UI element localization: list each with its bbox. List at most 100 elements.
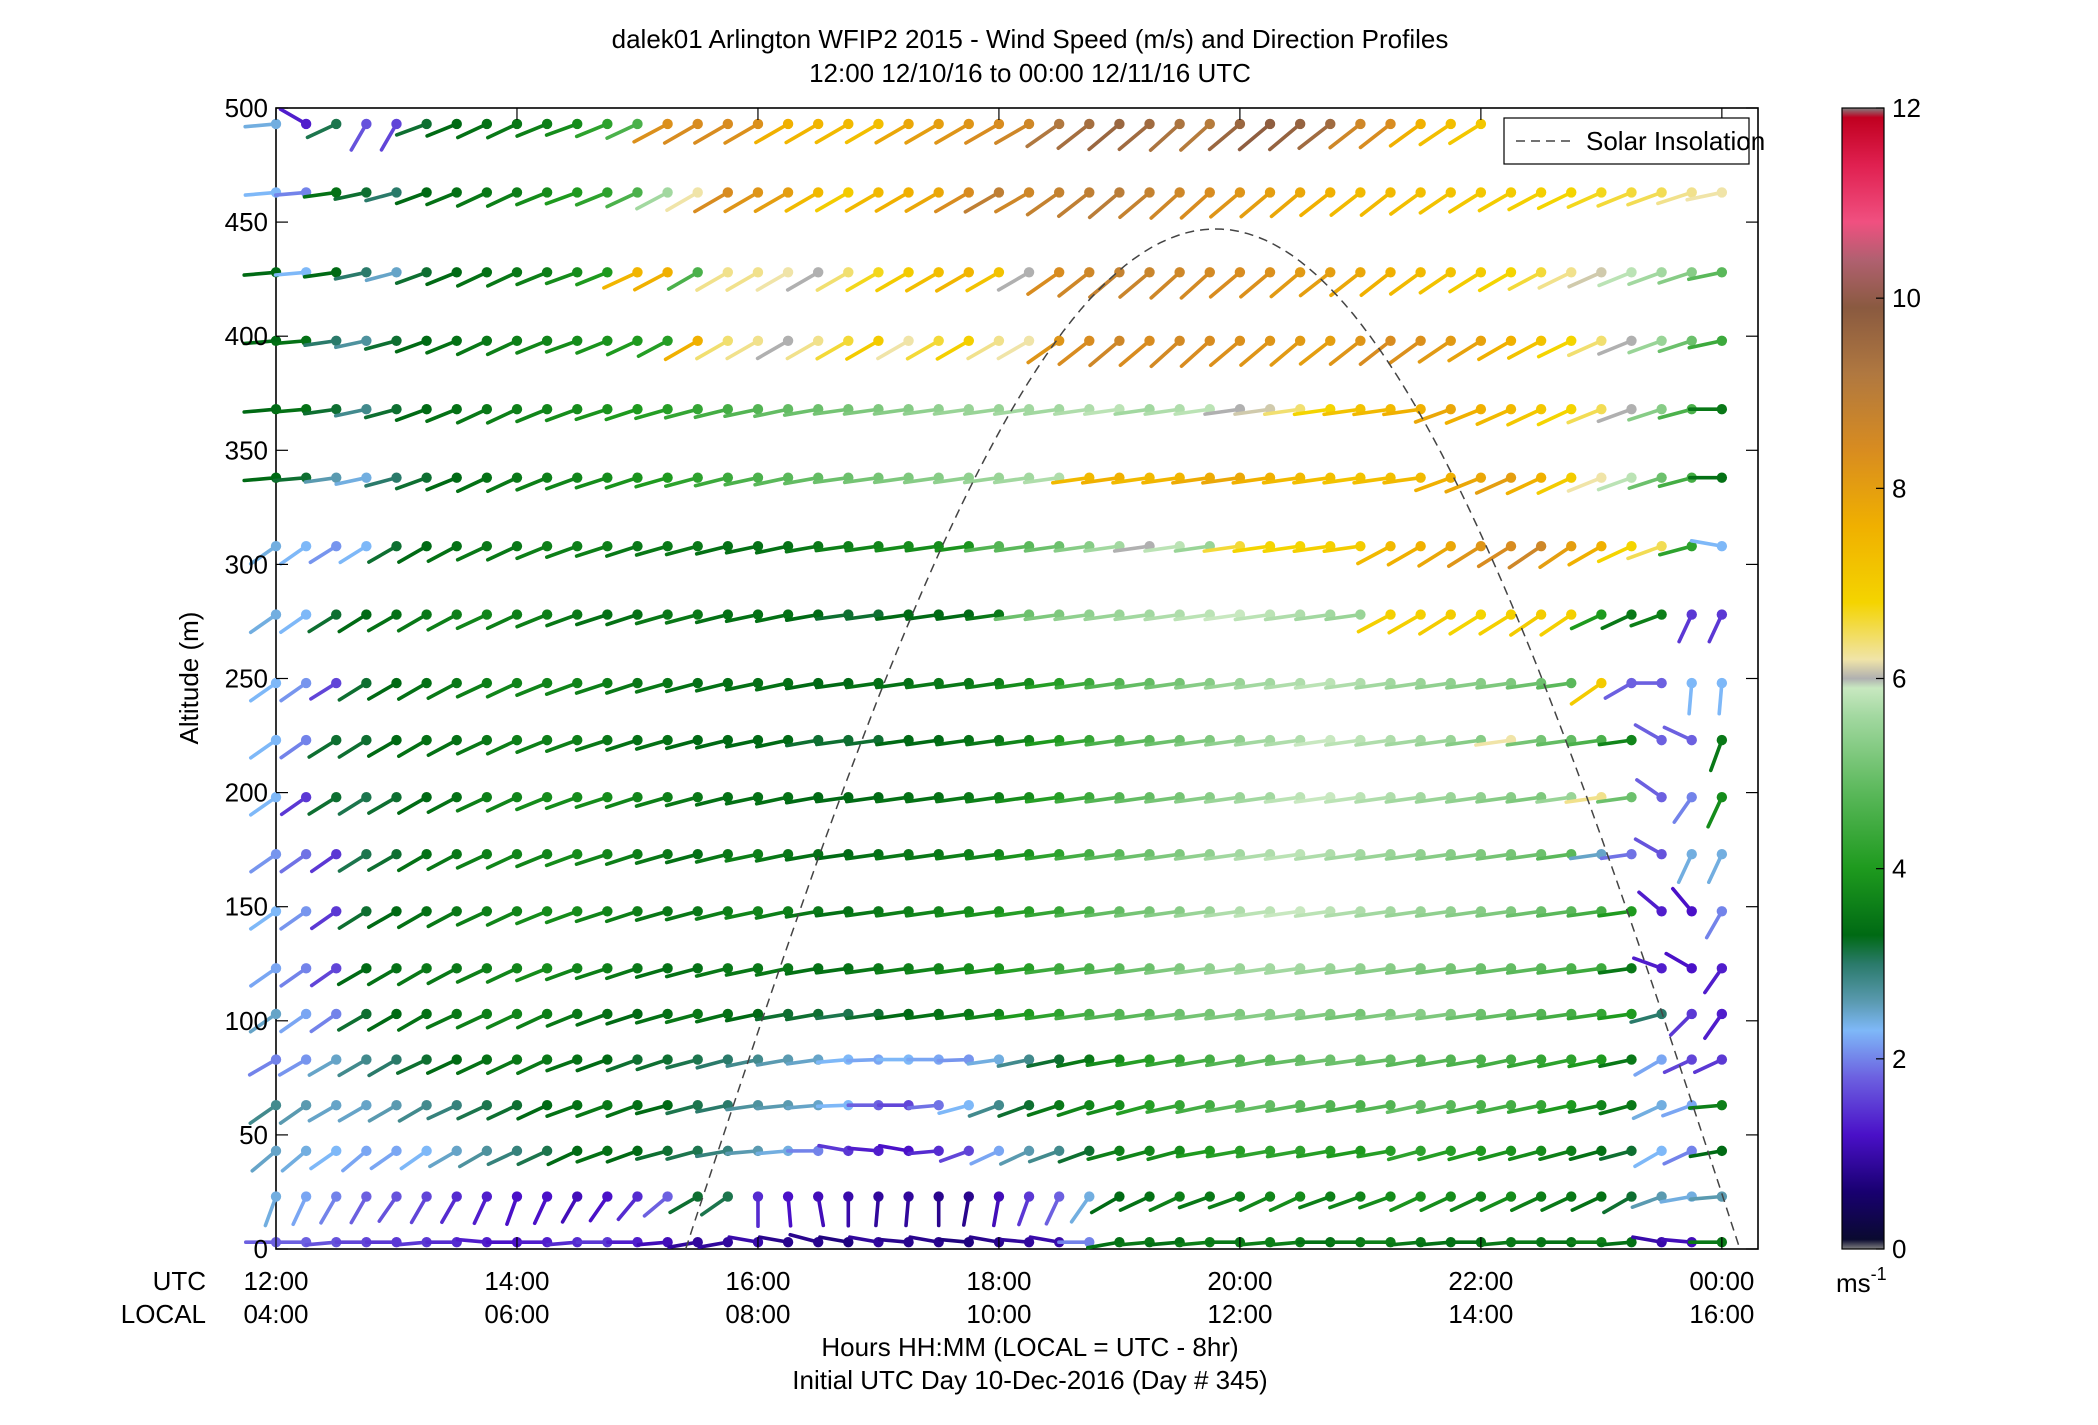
- wind-barb-shaft: [1175, 1240, 1212, 1247]
- wind-barb-shaft: [1203, 795, 1242, 804]
- wind-barb-shaft: [602, 270, 640, 290]
- x-tick-label-utc: 14:00: [484, 1266, 549, 1296]
- wind-barb-shaft: [1057, 190, 1092, 218]
- wind-barb-shaft: [1475, 681, 1513, 690]
- wind-barb-dot: [1656, 906, 1667, 917]
- wind-barb-shaft: [755, 270, 790, 292]
- wind-barb-shaft: [1354, 795, 1393, 804]
- wind-barb-shaft: [1414, 795, 1453, 804]
- wind-barb-dot: [511, 335, 523, 346]
- wind-barb-dot: [1686, 677, 1697, 689]
- wind-barb-dot: [481, 734, 493, 746]
- wind-barb-shaft: [1540, 1194, 1574, 1212]
- wind-barb-shaft: [634, 1103, 670, 1116]
- wind-barb-dot: [963, 1145, 975, 1157]
- wind-barb-dot: [1325, 1100, 1336, 1111]
- wind-barb-shaft: [904, 122, 941, 145]
- wind-barb-shaft: [307, 612, 339, 634]
- wind-barb-dot: [1535, 1191, 1547, 1202]
- wind-barb-shaft: [784, 852, 820, 862]
- wind-barb-dot: [361, 1008, 372, 1020]
- wind-barb-shaft: [694, 852, 730, 864]
- wind-barb-shaft: [905, 738, 941, 747]
- wind-barb-shaft: [634, 1149, 670, 1161]
- wind-barb-shaft: [1143, 407, 1182, 416]
- wind-barb-shaft: [605, 1103, 640, 1118]
- wind-barb-shaft: [1536, 909, 1574, 918]
- wind-barb-dot: [1505, 1054, 1517, 1065]
- wind-barb-dot: [963, 267, 975, 278]
- wind-barb-shaft: [1296, 1149, 1333, 1159]
- wind-barb-dot: [1566, 1191, 1577, 1202]
- wind-barb-shaft: [694, 795, 730, 807]
- wind-barb-dot: [1716, 609, 1728, 620]
- wind-barb-shaft: [546, 1149, 580, 1167]
- wind-barb-shaft: [1204, 1103, 1242, 1113]
- wind-barb-dot: [1144, 1145, 1155, 1157]
- wind-barb-dot: [481, 472, 493, 483]
- wind-barb-shaft: [575, 1103, 610, 1118]
- wind-barb-dot: [1535, 1100, 1547, 1111]
- wind-barb-shaft: [1598, 1103, 1634, 1116]
- wind-barb-shaft: [1414, 738, 1453, 747]
- wind-barb-shaft: [1685, 190, 1724, 202]
- wind-barb-shaft: [426, 681, 459, 701]
- wind-barb-shaft: [1053, 612, 1092, 622]
- wind-barb-dot: [1385, 1100, 1396, 1111]
- wind-barb-shaft: [1269, 338, 1302, 367]
- wind-barb-shaft: [725, 1057, 760, 1068]
- wind-barb-dot: [903, 187, 914, 198]
- wind-barb-dot: [481, 609, 493, 620]
- wind-barb-dot: [752, 267, 764, 278]
- wind-barb-dot: [541, 849, 553, 860]
- wind-barb-dot: [391, 906, 402, 917]
- wind-barb-dot: [1716, 335, 1728, 346]
- wind-barb-shaft: [515, 544, 549, 561]
- wind-barb-dot: [1656, 1191, 1667, 1202]
- wind-barb-shaft: [1174, 1012, 1212, 1021]
- wind-barb-dot: [1505, 609, 1517, 620]
- wind-barb-shaft: [875, 1012, 911, 1021]
- wind-barb-dot: [1596, 609, 1607, 620]
- wind-barb-shaft: [1446, 1103, 1483, 1114]
- wind-barb-shaft: [425, 475, 459, 492]
- wind-barb-dot: [752, 404, 764, 415]
- wind-barb-shaft: [754, 795, 790, 806]
- wind-barb-shaft: [1324, 909, 1363, 918]
- wind-barb-shaft: [636, 338, 670, 359]
- wind-barb-dot: [451, 609, 462, 620]
- wind-barb-dot: [1264, 267, 1276, 278]
- wind-barb-shaft: [1144, 795, 1182, 804]
- wind-barb-shaft: [1086, 1240, 1122, 1250]
- wind-barb-dot: [541, 791, 553, 803]
- wind-barb-shaft: [784, 544, 820, 554]
- wind-barb-dot: [1475, 1054, 1487, 1065]
- wind-barb-dot: [1084, 335, 1095, 346]
- wind-barb-shaft: [1322, 407, 1363, 417]
- wind-barb-shaft: [425, 338, 459, 355]
- wind-barb-shaft: [1089, 1194, 1122, 1215]
- wind-barb-dot: [1626, 734, 1637, 746]
- wind-barb-shaft: [992, 475, 1031, 485]
- wind-barb-dot: [1174, 1145, 1185, 1157]
- wind-barb-shaft: [1024, 852, 1061, 861]
- wind-barb-shaft: [1080, 475, 1122, 485]
- wind-barb-dot: [692, 1100, 703, 1111]
- wind-barb-shaft: [1384, 852, 1423, 861]
- wind-barb-dot: [1535, 404, 1547, 415]
- wind-barb-dot: [572, 906, 583, 917]
- wind-barb-dot: [1505, 1145, 1517, 1157]
- wind-barb-dot: [541, 1145, 553, 1157]
- wind-barb-shaft: [1388, 122, 1423, 148]
- wind-barb-shaft: [1602, 1194, 1634, 1215]
- wind-barb-shaft: [693, 122, 730, 145]
- wind-barb-dot: [1294, 187, 1306, 198]
- wind-barb-shaft: [604, 407, 640, 422]
- wind-barb-dot: [481, 267, 493, 278]
- wind-barb-dot: [1204, 335, 1215, 346]
- wind-barb-dot: [1144, 267, 1155, 278]
- wind-barb-shaft: [605, 612, 640, 627]
- wind-barb-shaft: [753, 407, 790, 419]
- wind-barb-shaft: [1263, 681, 1302, 690]
- wind-barb-shaft: [782, 475, 820, 486]
